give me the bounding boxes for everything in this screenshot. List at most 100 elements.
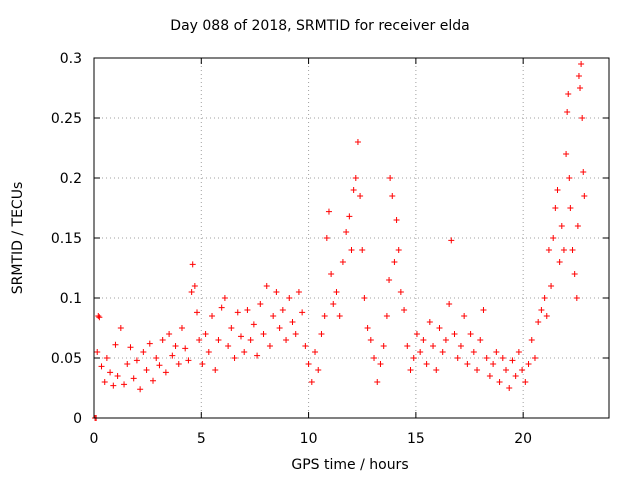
data-point [237, 333, 244, 340]
data-point [266, 343, 273, 349]
data-point [454, 355, 461, 361]
data-point [474, 367, 481, 373]
data-point [140, 349, 147, 355]
data-point [127, 344, 134, 351]
data-point [101, 379, 108, 385]
data-point [182, 345, 189, 352]
data-point [486, 373, 493, 379]
data-point [575, 73, 582, 79]
data-point [531, 355, 538, 361]
data-point [117, 325, 124, 331]
data-point [490, 361, 497, 367]
data-point [323, 235, 330, 241]
data-point [552, 205, 559, 211]
data-point [247, 337, 254, 343]
data-point [560, 247, 567, 253]
data-point [558, 223, 565, 229]
data-point [325, 208, 332, 215]
data-point [107, 369, 114, 376]
data-point [543, 313, 550, 319]
data-point [541, 295, 548, 301]
data-point [130, 375, 137, 382]
data-point [574, 223, 581, 229]
data-point [503, 367, 509, 373]
data-point [263, 283, 270, 289]
data-point [209, 313, 216, 319]
data-point [439, 349, 446, 355]
y-tick-label: 0.2 [60, 171, 82, 187]
data-point [308, 379, 315, 385]
data-point [436, 325, 443, 331]
data-point [563, 151, 570, 157]
y-tick-label: 0.25 [51, 111, 82, 127]
data-point [289, 319, 296, 325]
data-point [464, 361, 471, 367]
data-point [383, 313, 390, 319]
data-point [178, 325, 185, 331]
data-point [496, 379, 503, 385]
data-point [305, 361, 312, 367]
data-point [545, 247, 552, 253]
data-point [564, 109, 571, 115]
data-point [569, 247, 576, 253]
data-point [273, 289, 280, 295]
x-tick-label: 20 [514, 431, 532, 447]
data-point [95, 313, 102, 319]
data-point [254, 352, 261, 359]
data-point [377, 361, 384, 367]
data-point [404, 343, 411, 349]
data-point [194, 309, 200, 316]
data-point [364, 325, 371, 331]
data-point [461, 313, 468, 319]
data-point [110, 382, 117, 389]
data-point [169, 352, 176, 359]
x-tick-label: 15 [407, 431, 425, 447]
data-point [354, 139, 361, 145]
data-point [286, 295, 293, 301]
data-point [330, 301, 337, 307]
grid-lines [94, 58, 609, 418]
data-point [386, 277, 393, 283]
data-point [413, 331, 420, 337]
y-tick-label: 0.3 [60, 51, 82, 67]
data-point [499, 355, 506, 361]
data-point [234, 309, 241, 316]
data-point [336, 313, 343, 319]
data-point [241, 349, 248, 355]
data-point [225, 343, 232, 349]
data-point [103, 355, 110, 361]
data-point [423, 361, 430, 367]
data-point [535, 319, 542, 325]
data-point [367, 337, 374, 343]
data-point [333, 289, 340, 295]
data-point [189, 261, 196, 268]
data-point [292, 331, 299, 337]
data-point [528, 337, 535, 343]
data-point [426, 319, 433, 325]
data-point [112, 341, 119, 348]
data-point [295, 289, 302, 295]
data-point [512, 373, 519, 379]
data-point [477, 337, 484, 343]
data-point [380, 343, 387, 349]
data-point [185, 357, 192, 364]
data-point [257, 301, 264, 307]
data-point [577, 85, 584, 91]
data-point [350, 187, 357, 193]
data-point [346, 213, 353, 220]
data-point [215, 337, 222, 343]
data-point [567, 205, 574, 211]
data-point [525, 361, 532, 367]
data-point [199, 361, 206, 367]
data-point [397, 289, 404, 295]
y-tick-label: 0.1 [60, 291, 82, 307]
y-tick-label: 0.05 [51, 351, 82, 367]
data-point [467, 331, 474, 337]
data-point [515, 349, 522, 355]
data-point [162, 369, 169, 376]
data-point [522, 379, 529, 385]
x-axis-label: GPS time / hours [291, 457, 409, 473]
data-point [519, 367, 526, 373]
data-point [448, 237, 455, 244]
data-point [121, 381, 128, 388]
